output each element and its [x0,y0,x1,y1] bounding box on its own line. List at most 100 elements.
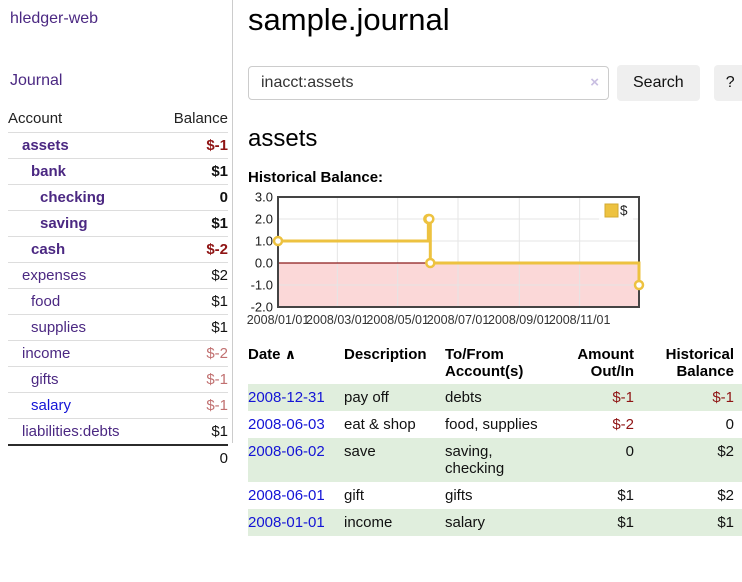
account-row: food $1 [8,288,228,315]
transaction-description: pay off [344,389,389,406]
svg-text:0.0: 0.0 [255,256,273,271]
account-link[interactable]: food [31,293,61,310]
clear-search-icon[interactable]: × [590,74,599,91]
sidebar-divider [232,0,233,443]
account-row: expenses $2 [8,262,228,289]
main-content: sample.journal × Search ? assets Histori… [233,0,742,536]
svg-text:-2.0: -2.0 [251,300,273,315]
transaction-balance: $2 [717,443,734,460]
nav-journal-link[interactable]: Journal [10,72,63,89]
chart-heading: Historical Balance: [248,169,384,186]
account-row: salary $-1 [8,392,228,419]
account-row: checking 0 [8,184,228,211]
column-header-date[interactable]: Date ∧ [248,346,297,363]
account-link[interactable]: salary [31,397,72,414]
account-link[interactable]: cash [31,241,66,258]
accounts-table: Account Balance assets $-1 bank $1 checking 0… [8,106,228,471]
account-balance: $1 [156,418,228,445]
sidebar: hledger-web Journal Account Balance asse… [0,0,233,471]
transaction-amount: $1 [617,514,634,531]
transaction-description: eat & shop [344,416,416,433]
svg-text:2008/05/01: 2008/05/01 [366,313,429,327]
transaction-date-link[interactable]: 2008-06-01 [248,487,325,504]
accounts-header-account: Account [8,110,63,127]
transaction-balance: $2 [717,487,734,504]
transaction-balance: $-1 [712,389,734,406]
account-row: cash $-2 [8,236,228,263]
transaction-accounts: food, supplies [445,416,538,433]
account-row: supplies $1 [8,314,228,341]
account-balance: $-1 [156,366,228,393]
sort-asc-icon: ∧ [284,346,297,362]
transaction-accounts: gifts [445,487,473,504]
transaction-row: 2008-06-02 save saving, checking 0 $2 [248,438,742,482]
transaction-amount: $-1 [612,389,634,406]
svg-text:2008/01/01: 2008/01/01 [247,313,310,327]
svg-text:2008/03/01: 2008/03/01 [306,313,369,327]
svg-text:2008/09/01: 2008/09/01 [488,313,551,327]
account-row: saving $1 [8,210,228,237]
svg-text:$: $ [620,203,628,218]
account-balance: $1 [156,158,228,185]
transaction-amount: 0 [625,443,634,460]
svg-text:3.0: 3.0 [255,190,273,205]
transaction-row: 2008-06-03 eat & shop food, supplies $-2 0 [248,411,742,438]
transaction-accounts: saving, checking [445,443,505,477]
account-balance: $-1 [156,132,228,159]
account-balance: $2 [156,262,228,289]
transaction-amount: $-2 [612,416,634,433]
svg-text:-1.0: -1.0 [251,278,273,293]
svg-text:2008/07/01: 2008/07/01 [427,313,490,327]
transaction-date-link[interactable]: 2008-06-02 [248,443,325,460]
transaction-date-link[interactable]: 2008-12-31 [248,389,325,406]
account-balance: $1 [156,314,228,341]
transaction-row: 2008-01-01 income salary $1 $1 [248,509,742,536]
accounts-total-balance: 0 [156,444,228,471]
transaction-date-link[interactable]: 2008-01-01 [248,514,325,531]
account-link[interactable]: expenses [22,267,87,284]
column-header-amount: Amount Out/In [577,346,634,380]
account-row: assets $-1 [8,132,228,159]
account-title: assets [248,125,318,152]
search-button[interactable]: Search [617,65,700,101]
transaction-accounts: salary [445,514,486,531]
search-input[interactable] [248,66,609,100]
account-link[interactable]: bank [31,163,67,180]
account-link[interactable]: assets [22,137,69,154]
account-link[interactable]: gifts [31,371,59,388]
transaction-row: 2008-12-31 pay off debts $-1 $-1 [248,384,742,411]
column-header-accounts: To/From Account(s) [445,346,524,380]
transaction-accounts: debts [445,389,482,406]
accounts-total-row: 0 [8,444,228,471]
transactions-table: Date ∧ Description To/From Account(s) Am… [248,342,742,536]
svg-text:2008/11/01: 2008/11/01 [549,313,611,327]
account-balance: $1 [156,288,228,315]
account-row: income $-2 [8,340,228,367]
account-link[interactable]: income [22,345,71,362]
transaction-date-link[interactable]: 2008-06-03 [248,416,325,433]
brand-link[interactable]: hledger-web [10,10,99,27]
balance-chart: $3.0 2.0 1.0 0.0 -1.0 -2.02008/01/012008/03/0… [247,190,645,327]
transaction-amount: $1 [617,487,634,504]
transaction-description: income [344,514,393,531]
account-link[interactable]: saving [40,215,88,232]
account-link[interactable]: supplies [31,319,87,336]
account-balance: $-2 [156,236,228,263]
page-title: sample.journal [248,2,450,37]
search-form: × Search ? [248,65,742,101]
help-button[interactable]: ? [713,65,742,101]
accounts-header-balance: Balance [173,110,228,127]
svg-text:1.0: 1.0 [255,234,273,249]
transaction-row: 2008-06-01 gift gifts $1 $2 [248,482,742,509]
transaction-description: save [344,443,376,460]
account-balance: $-2 [156,340,228,367]
account-row: bank $1 [8,158,228,185]
account-balance: 0 [156,184,228,211]
account-balance: $-1 [156,392,228,419]
transaction-description: gift [344,487,365,504]
transaction-balance: $1 [717,514,734,531]
account-balance: $1 [156,210,228,237]
account-link[interactable]: liabilities:debts [22,423,120,440]
account-link[interactable]: checking [40,189,106,206]
transaction-balance: 0 [725,416,734,433]
